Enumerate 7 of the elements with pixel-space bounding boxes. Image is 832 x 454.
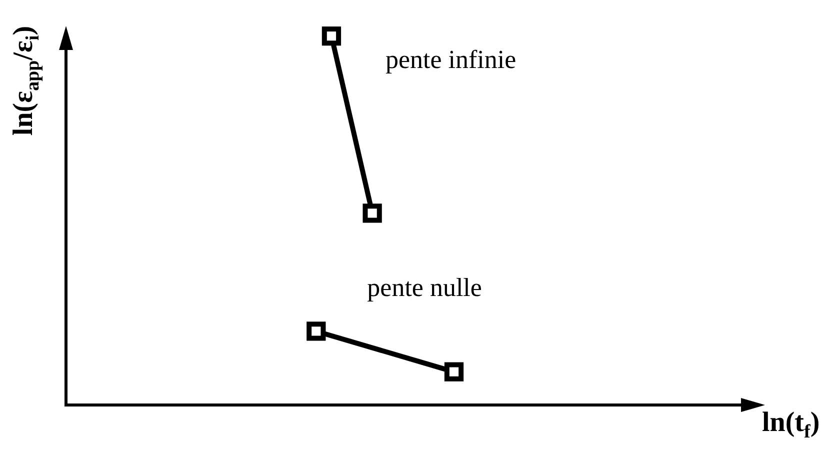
- x-axis-title: ln(t$_{f}$): [762, 407, 820, 444]
- point: [322, 26, 342, 46]
- series-label: pente infinie: [385, 45, 516, 74]
- point: [444, 362, 464, 382]
- point: [306, 322, 326, 341]
- point: [362, 204, 382, 223]
- series-label: pente nulle: [367, 273, 482, 302]
